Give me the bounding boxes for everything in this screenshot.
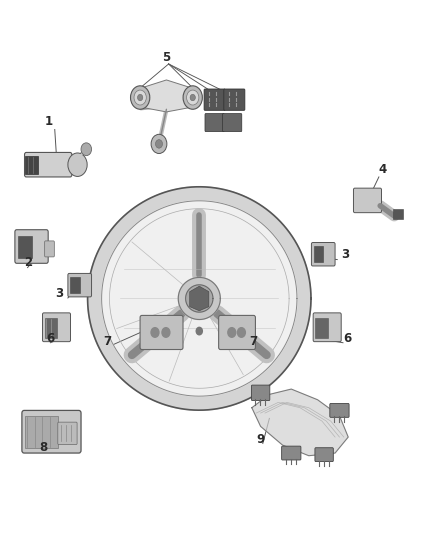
Text: 3: 3 [342, 248, 350, 261]
Text: 7: 7 [103, 335, 112, 348]
FancyBboxPatch shape [282, 446, 301, 460]
FancyBboxPatch shape [219, 316, 255, 350]
Circle shape [190, 94, 195, 101]
Circle shape [68, 153, 87, 176]
Bar [315, 318, 328, 338]
Text: 5: 5 [162, 51, 170, 64]
Bar [393, 209, 403, 219]
FancyBboxPatch shape [42, 313, 71, 342]
Polygon shape [102, 201, 297, 396]
FancyBboxPatch shape [58, 422, 77, 445]
FancyBboxPatch shape [25, 152, 72, 177]
Circle shape [81, 143, 92, 156]
Text: 8: 8 [39, 441, 48, 454]
Bar [314, 246, 323, 262]
FancyBboxPatch shape [140, 316, 183, 350]
Circle shape [151, 328, 159, 337]
Text: 6: 6 [46, 333, 54, 345]
Polygon shape [190, 286, 209, 311]
Text: 1: 1 [44, 115, 53, 128]
FancyBboxPatch shape [313, 313, 341, 342]
FancyBboxPatch shape [224, 89, 245, 110]
FancyBboxPatch shape [251, 385, 270, 401]
Polygon shape [178, 278, 220, 319]
FancyBboxPatch shape [353, 188, 381, 213]
Circle shape [237, 328, 245, 337]
FancyArrowPatch shape [141, 104, 188, 109]
Circle shape [131, 86, 150, 109]
Circle shape [228, 328, 236, 337]
FancyBboxPatch shape [68, 273, 92, 297]
Polygon shape [88, 187, 311, 410]
FancyBboxPatch shape [22, 410, 81, 453]
Circle shape [155, 140, 162, 148]
Bar [25, 416, 58, 448]
Circle shape [151, 134, 167, 154]
FancyBboxPatch shape [204, 89, 225, 110]
FancyBboxPatch shape [315, 448, 333, 462]
Text: 4: 4 [379, 163, 387, 176]
FancyBboxPatch shape [330, 403, 349, 417]
Circle shape [196, 327, 202, 335]
Bar [45, 318, 57, 338]
Polygon shape [186, 285, 213, 312]
Circle shape [187, 90, 199, 105]
Circle shape [134, 90, 146, 105]
FancyBboxPatch shape [205, 114, 224, 132]
Bar [18, 236, 32, 258]
FancyBboxPatch shape [311, 243, 335, 266]
Polygon shape [252, 389, 348, 456]
Text: 2: 2 [24, 256, 32, 269]
FancyBboxPatch shape [223, 114, 242, 132]
FancyBboxPatch shape [15, 230, 48, 263]
Circle shape [162, 328, 170, 337]
Polygon shape [138, 80, 195, 112]
Text: 3: 3 [55, 287, 64, 300]
Bar [25, 156, 38, 174]
Text: 9: 9 [256, 433, 265, 446]
Circle shape [138, 94, 143, 101]
FancyBboxPatch shape [45, 241, 54, 257]
Text: 6: 6 [343, 333, 351, 345]
Circle shape [183, 86, 202, 109]
Text: 7: 7 [250, 335, 258, 348]
Bar [70, 277, 80, 293]
